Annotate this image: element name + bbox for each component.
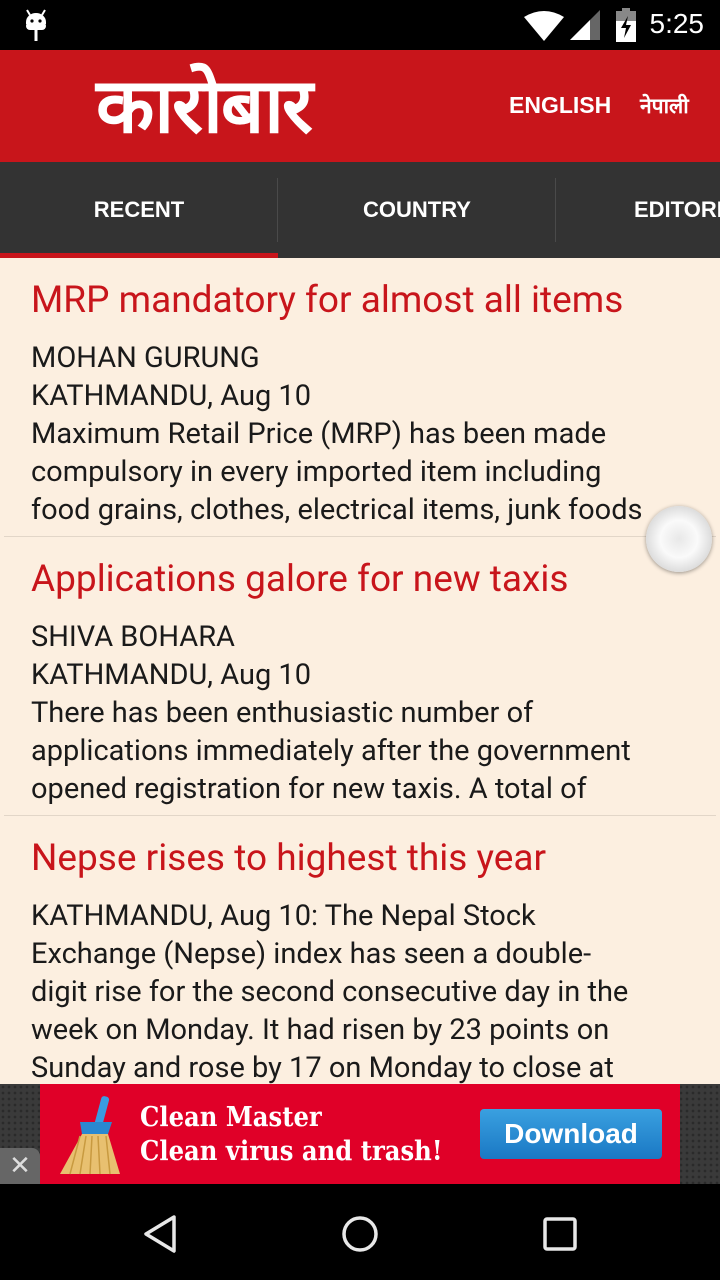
language-nepali-link[interactable]: नेपाली [640, 94, 689, 118]
wifi-icon [524, 11, 564, 41]
summary-line: Maximum Retail Price (MRP) has been made [31, 417, 607, 451]
tab-divider [555, 178, 556, 242]
article-title[interactable]: Nepse rises to highest this year [31, 837, 547, 880]
summary-line: food grains, clothes, electrical items, … [31, 493, 643, 527]
ad-content[interactable]: Clean Master Clean virus and trash! Down… [40, 1084, 680, 1184]
article-dateline: KATHMANDU, Aug 10 [31, 658, 312, 692]
ad-tagline: Clean virus and trash! [140, 1136, 443, 1167]
battery-charging-icon [616, 8, 636, 42]
close-ad-button[interactable]: ✕ [0, 1148, 40, 1184]
article-title[interactable]: Applications galore for new taxis [31, 558, 569, 601]
tab-editorial[interactable]: EDITORIAL [556, 162, 720, 258]
tab-country[interactable]: COUNTRY [278, 162, 556, 258]
download-button[interactable]: Download [480, 1109, 662, 1159]
ad-headline: Clean Master [140, 1102, 322, 1133]
summary-line: opened registration for new taxis. A tot… [31, 772, 587, 806]
article-item[interactable]: Nepse rises to highest this year KATHMAN… [0, 816, 720, 1085]
summary-line: week on Monday. It had risen by 23 point… [31, 1013, 610, 1047]
summary-line: applications immediately after the gover… [31, 734, 631, 768]
floating-assistive-button[interactable] [646, 506, 712, 572]
article-item[interactable]: MRP mandatory for almost all items MOHAN… [0, 258, 720, 537]
navigation-bar [0, 1184, 720, 1280]
tab-label: COUNTRY [363, 197, 471, 222]
broom-icon [60, 1096, 120, 1175]
article-item[interactable]: Applications galore for new taxis SHIVA … [0, 537, 720, 816]
summary-line: Sunday and rose by 17 on Monday to close… [31, 1051, 614, 1084]
ad-banner: Clean Master Clean virus and trash! Down… [0, 1084, 720, 1184]
tab-recent[interactable]: RECENT [0, 162, 278, 258]
summary-line: KATHMANDU, Aug 10: The Nepal Stock [31, 899, 536, 933]
language-english-link[interactable]: ENGLISH [509, 92, 612, 118]
article-list: MRP mandatory for almost all items MOHAN… [0, 258, 720, 1084]
home-icon[interactable] [340, 1214, 380, 1254]
article-summary: KATHMANDU, Aug 10: The Nepal Stock Excha… [31, 897, 628, 1084]
status-bar: 5:25 [0, 0, 720, 50]
clock: 5:25 [649, 8, 705, 39]
app-header: कारोबार ENGLISH नेपाली [0, 50, 720, 162]
article-summary: MOHAN GURUNG KATHMANDU, Aug 10 Maximum R… [31, 339, 643, 529]
article-author: SHIVA BOHARA [31, 620, 235, 654]
summary-line: digit rise for the second consecutive da… [31, 975, 629, 1009]
divider [4, 536, 716, 537]
summary-line: There has been enthusiastic number of [31, 696, 534, 730]
article-author: MOHAN GURUNG [31, 341, 260, 375]
tab-divider [277, 178, 278, 242]
summary-line: compulsory in every imported item includ… [31, 455, 602, 489]
back-icon[interactable] [142, 1214, 178, 1254]
category-tabs: RECENT COUNTRY EDITORIAL [0, 162, 720, 258]
signal-icon [570, 10, 600, 40]
summary-line: Exchange (Nepse) index has seen a double… [31, 937, 592, 971]
logo: कारोबार [96, 61, 313, 150]
recents-icon[interactable] [542, 1214, 578, 1254]
article-title[interactable]: MRP mandatory for almost all items [31, 279, 624, 322]
android-debug-icon [26, 9, 46, 41]
tab-label: RECENT [93, 197, 185, 222]
divider [4, 815, 716, 816]
article-dateline: KATHMANDU, Aug 10 [31, 379, 312, 413]
tab-label: EDITORIAL [634, 197, 720, 222]
article-summary: SHIVA BOHARA KATHMANDU, Aug 10 There has… [31, 618, 631, 808]
